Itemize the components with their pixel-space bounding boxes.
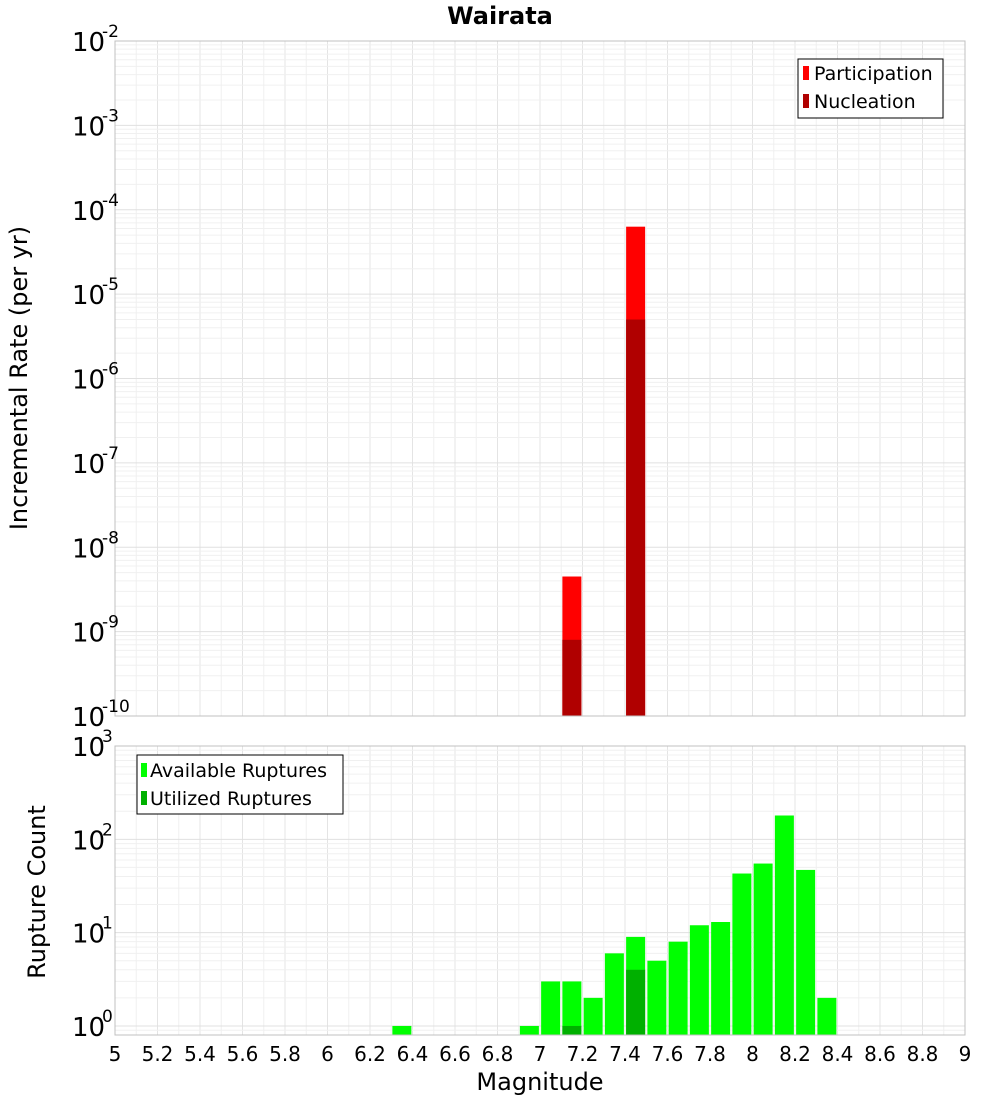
bottom-y-tick-label: 10 bbox=[72, 826, 105, 856]
top-gridlines bbox=[114, 40, 966, 717]
top-y-tick-label: 10 bbox=[72, 281, 105, 311]
x-tick-label: 7.4 bbox=[609, 1042, 641, 1066]
x-tick-label: 6.2 bbox=[354, 1042, 386, 1066]
x-tick-label: 5.6 bbox=[227, 1042, 259, 1066]
x-tick-label: 6 bbox=[321, 1042, 334, 1066]
bottom-bar-available-ruptures bbox=[753, 863, 773, 1035]
bottom-bar-available-ruptures bbox=[796, 869, 816, 1035]
x-tick-label: 7 bbox=[534, 1042, 547, 1066]
bottom-y-tick-exponent: 1 bbox=[102, 914, 113, 934]
top-y-tick-label: 10 bbox=[72, 366, 105, 396]
bottom-y-tick-label: 10 bbox=[72, 733, 105, 763]
top-bars bbox=[562, 226, 646, 716]
bottom-y-tick-exponent: 3 bbox=[102, 727, 113, 747]
x-tick-label: 6.8 bbox=[482, 1042, 514, 1066]
top-y-tick-label: 10 bbox=[72, 112, 105, 142]
x-tick-label: 5.2 bbox=[142, 1042, 174, 1066]
bottom-bar-available-ruptures bbox=[392, 1025, 412, 1035]
x-tick-label: 9 bbox=[959, 1042, 972, 1066]
top-bar-nucleation bbox=[562, 639, 582, 716]
chart-title: Wairata bbox=[447, 2, 553, 30]
legend-swatch-available-ruptures bbox=[141, 763, 147, 777]
top-y-tick-exponent: -10 bbox=[102, 697, 130, 717]
legend-swatch-nucleation bbox=[803, 94, 809, 108]
legend-label-available-ruptures: Available Ruptures bbox=[150, 760, 327, 782]
top-y-axis-title: Incremental Rate (per yr) bbox=[5, 226, 33, 530]
bottom-bar-available-ruptures bbox=[689, 925, 709, 1035]
bottom-bar-available-ruptures bbox=[668, 941, 688, 1035]
top-y-tick-exponent: -9 bbox=[102, 613, 119, 633]
x-tick-label: 5.8 bbox=[269, 1042, 301, 1066]
bottom-bars bbox=[392, 815, 837, 1035]
legend-swatch-participation bbox=[803, 66, 809, 80]
x-tick-label: 5.4 bbox=[184, 1042, 216, 1066]
bottom-legend-box bbox=[136, 754, 344, 815]
top-y-tick-exponent: -4 bbox=[102, 191, 119, 211]
x-tick-label: 8.8 bbox=[907, 1042, 939, 1066]
x-tick-label: 6.6 bbox=[439, 1042, 471, 1066]
top-y-tick-exponent: -5 bbox=[102, 275, 119, 295]
bottom-y-tick-label: 10 bbox=[72, 1013, 105, 1043]
bottom-bar-available-ruptures bbox=[604, 953, 624, 1035]
bottom-bar-utilized-ruptures bbox=[626, 969, 646, 1035]
top-y-tick-exponent: -8 bbox=[102, 528, 119, 548]
bottom-bar-available-ruptures bbox=[562, 981, 582, 1035]
top-y-tick-exponent: -3 bbox=[102, 106, 119, 126]
x-tick-label: 8.4 bbox=[822, 1042, 854, 1066]
x-tick-label: 5 bbox=[109, 1042, 122, 1066]
bottom-y-tick-label: 10 bbox=[72, 920, 105, 950]
top-legend-box bbox=[797, 58, 944, 119]
bottom-bar-utilized-ruptures bbox=[562, 1025, 582, 1035]
top-y-tick-exponent: -6 bbox=[102, 360, 119, 380]
top-y-tick-exponent: -2 bbox=[102, 22, 119, 42]
bottom-bar-available-ruptures bbox=[541, 981, 561, 1035]
x-tick-label: 8 bbox=[746, 1042, 759, 1066]
x-tick-labels: 5 5.2 5.4 5.6 5.8 6 6.2 6.4 6.6 6.8 7 7.2 7.4 7.6 7.8 8… bbox=[109, 1042, 972, 1066]
legend-label-utilized-ruptures: Utilized Ruptures bbox=[150, 788, 312, 810]
x-tick-label: 8.6 bbox=[864, 1042, 896, 1066]
x-tick-label: 6.4 bbox=[397, 1042, 429, 1066]
top-y-tick-exponent: -7 bbox=[102, 444, 119, 464]
bottom-y-axis-title: Rupture Count bbox=[23, 805, 51, 979]
bottom-bar-available-ruptures bbox=[817, 997, 837, 1035]
legend-swatch-utilized-ruptures bbox=[141, 791, 147, 805]
top-y-tick-label: 10 bbox=[72, 197, 105, 227]
legend-label-nucleation: Nucleation bbox=[814, 91, 916, 113]
bottom-y-tick-exponent: 0 bbox=[102, 1007, 113, 1027]
top-y-tick-label: 10 bbox=[72, 619, 105, 649]
top-plot-border bbox=[114, 40, 966, 717]
top-legend: Participation Nucleation bbox=[797, 58, 944, 119]
x-tick-label: 7.2 bbox=[567, 1042, 599, 1066]
bottom-bar-available-ruptures bbox=[732, 873, 752, 1035]
legend-label-participation: Participation bbox=[814, 63, 933, 85]
top-y-tick-label: 10 bbox=[72, 534, 105, 564]
x-tick-label: 8.2 bbox=[779, 1042, 811, 1066]
bottom-bar-available-ruptures bbox=[519, 1025, 539, 1035]
top-bar-nucleation bbox=[626, 319, 646, 716]
bottom-bar-available-ruptures bbox=[774, 815, 794, 1035]
top-y-tick-label: 10 bbox=[72, 450, 105, 480]
bottom-bar-available-ruptures bbox=[583, 997, 603, 1035]
top-y-tick-label: 10 bbox=[72, 28, 105, 58]
top-y-tick-label: 10 bbox=[72, 703, 105, 733]
x-axis-title: Magnitude bbox=[476, 1068, 603, 1096]
bottom-legend: Available Ruptures Utilized Ruptures bbox=[136, 754, 344, 815]
x-tick-label: 7.8 bbox=[694, 1042, 726, 1066]
bottom-y-tick-exponent: 2 bbox=[102, 820, 113, 840]
bottom-bar-available-ruptures bbox=[647, 960, 667, 1035]
bottom-plot-border bbox=[114, 745, 966, 1036]
x-tick-label: 7.6 bbox=[652, 1042, 684, 1066]
bottom-bar-available-ruptures bbox=[711, 922, 731, 1035]
